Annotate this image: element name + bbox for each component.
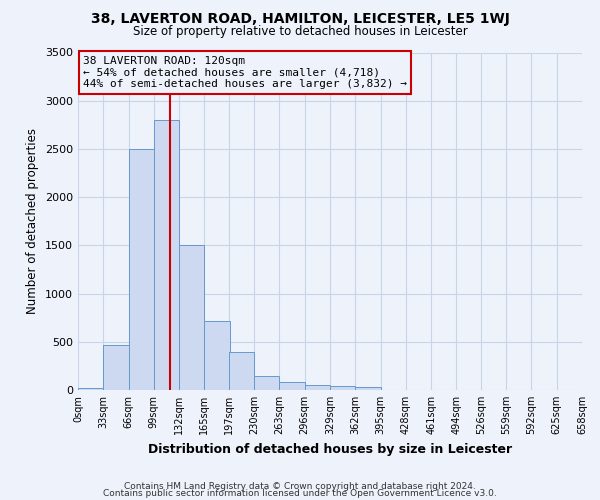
Bar — [355, 387, 380, 390]
Text: Contains public sector information licensed under the Open Government Licence v3: Contains public sector information licen… — [103, 490, 497, 498]
Bar — [103, 344, 128, 390]
Bar — [205, 320, 230, 390]
Y-axis label: Number of detached properties: Number of detached properties — [26, 128, 40, 314]
Bar — [330, 386, 355, 390]
Text: Contains HM Land Registry data © Crown copyright and database right 2024.: Contains HM Land Registry data © Crown c… — [124, 482, 476, 491]
Text: 38 LAVERTON ROAD: 120sqm
← 54% of detached houses are smaller (4,718)
44% of sem: 38 LAVERTON ROAD: 120sqm ← 54% of detach… — [83, 56, 407, 89]
Text: 38, LAVERTON ROAD, HAMILTON, LEICESTER, LE5 1WJ: 38, LAVERTON ROAD, HAMILTON, LEICESTER, … — [91, 12, 509, 26]
Bar — [179, 246, 205, 390]
Bar — [254, 376, 280, 390]
Bar — [280, 382, 305, 390]
Bar — [229, 352, 254, 390]
Bar — [154, 120, 179, 390]
Text: Size of property relative to detached houses in Leicester: Size of property relative to detached ho… — [133, 25, 467, 38]
Bar — [78, 388, 103, 390]
Bar — [128, 149, 154, 390]
X-axis label: Distribution of detached houses by size in Leicester: Distribution of detached houses by size … — [148, 442, 512, 456]
Bar — [305, 384, 330, 390]
